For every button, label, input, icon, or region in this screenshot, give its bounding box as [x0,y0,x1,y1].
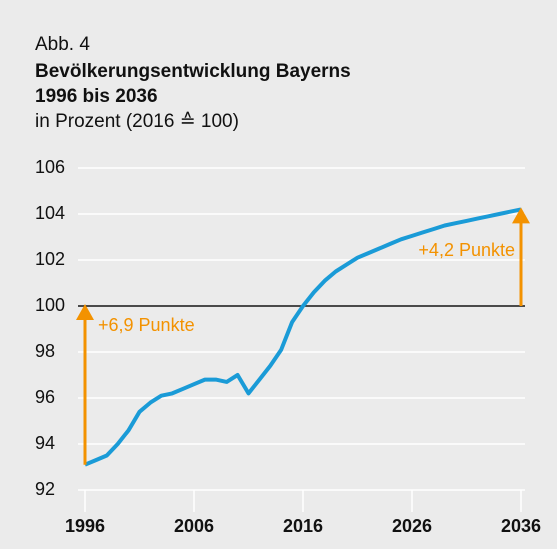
chart-subtitle: in Prozent (2016 ≙ 100) [35,111,239,132]
annotation: +6,9 Punkte [98,315,195,335]
chart-title: 1996 bis 2036 [35,86,158,107]
x-tick-label: 1996 [65,516,105,536]
chart-title: Bevölkerungsentwicklung Bayerns [35,61,351,82]
y-tick-label: 94 [35,433,55,453]
y-tick-label: 96 [35,387,55,407]
y-tick-label: 102 [35,249,65,269]
y-tick-label: 106 [35,157,65,177]
arrow-right-head [512,207,530,224]
x-tick-label: 2036 [501,516,541,536]
y-tick-label: 92 [35,479,55,499]
y-tick-label: 100 [35,295,65,315]
data-line [84,207,522,467]
figure-label: Abb. 4 [35,34,90,55]
arrow-left-head [76,304,94,320]
x-tick-label: 2016 [283,516,323,536]
annotation: +4,2 Punkte [418,240,515,260]
x-tick-label: 2006 [174,516,214,536]
y-tick-label: 98 [35,341,55,361]
y-tick-label: 104 [35,203,65,223]
x-tick-label: 2026 [392,516,432,536]
